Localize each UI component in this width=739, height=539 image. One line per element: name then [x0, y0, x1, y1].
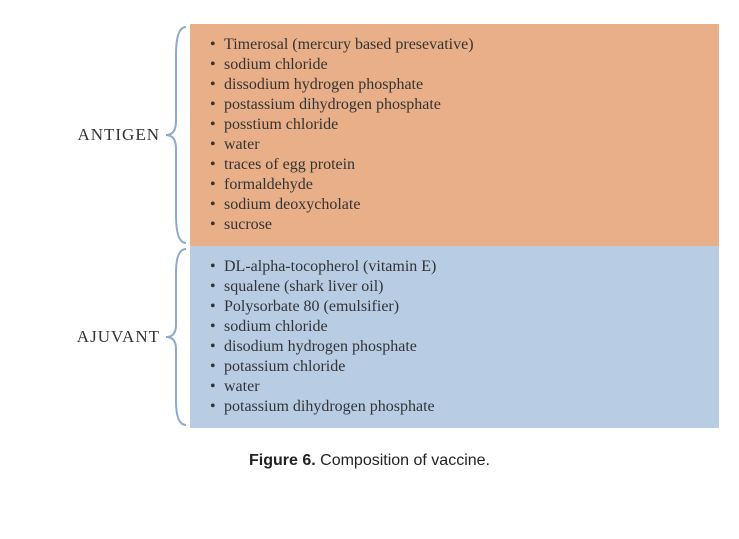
list-item: postassium dihydrogen phosphate — [210, 96, 703, 114]
list-item: sucrose — [210, 216, 703, 234]
antigen-label-col: ANTIGEN — [20, 25, 190, 245]
list-item: sodium chloride — [210, 318, 703, 336]
adjuvant-row: AJUVANT DL-alpha-tocopherol (vitamin E) … — [20, 246, 719, 428]
adjuvant-brace-icon — [162, 247, 190, 427]
adjuvant-label: AJUVANT — [77, 327, 160, 347]
figure-caption-text: Composition of vaccine. — [320, 452, 490, 469]
list-item: water — [210, 136, 703, 154]
list-item: sodium deoxycholate — [210, 196, 703, 214]
list-item: posstium chloride — [210, 116, 703, 134]
antigen-label: ANTIGEN — [77, 125, 160, 145]
adjuvant-label-col: AJUVANT — [20, 247, 190, 427]
antigen-list: Timerosal (mercury based presevative) so… — [210, 36, 703, 234]
list-item: potassium chloride — [210, 358, 703, 376]
list-item: traces of egg protein — [210, 156, 703, 174]
adjuvant-panel: DL-alpha-tocopherol (vitamin E) squalene… — [190, 246, 719, 428]
composition-diagram: ANTIGEN Timerosal (mercury based preseva… — [20, 24, 719, 428]
list-item: potassium dihydrogen phosphate — [210, 398, 703, 416]
list-item: dissodium hydrogen phosphate — [210, 76, 703, 94]
list-item: sodium chloride — [210, 56, 703, 74]
figure-caption: Figure 6. Composition of vaccine. — [20, 452, 719, 470]
list-item: water — [210, 378, 703, 396]
list-item: formaldehyde — [210, 176, 703, 194]
list-item: Timerosal (mercury based presevative) — [210, 36, 703, 54]
list-item: Polysorbate 80 (emulsifier) — [210, 298, 703, 316]
antigen-brace-icon — [162, 25, 190, 245]
adjuvant-list: DL-alpha-tocopherol (vitamin E) squalene… — [210, 258, 703, 416]
list-item: squalene (shark liver oil) — [210, 278, 703, 296]
figure-label: Figure 6. — [249, 452, 316, 469]
antigen-row: ANTIGEN Timerosal (mercury based preseva… — [20, 24, 719, 246]
antigen-panel: Timerosal (mercury based presevative) so… — [190, 24, 719, 246]
list-item: DL-alpha-tocopherol (vitamin E) — [210, 258, 703, 276]
list-item: disodium hydrogen phosphate — [210, 338, 703, 356]
